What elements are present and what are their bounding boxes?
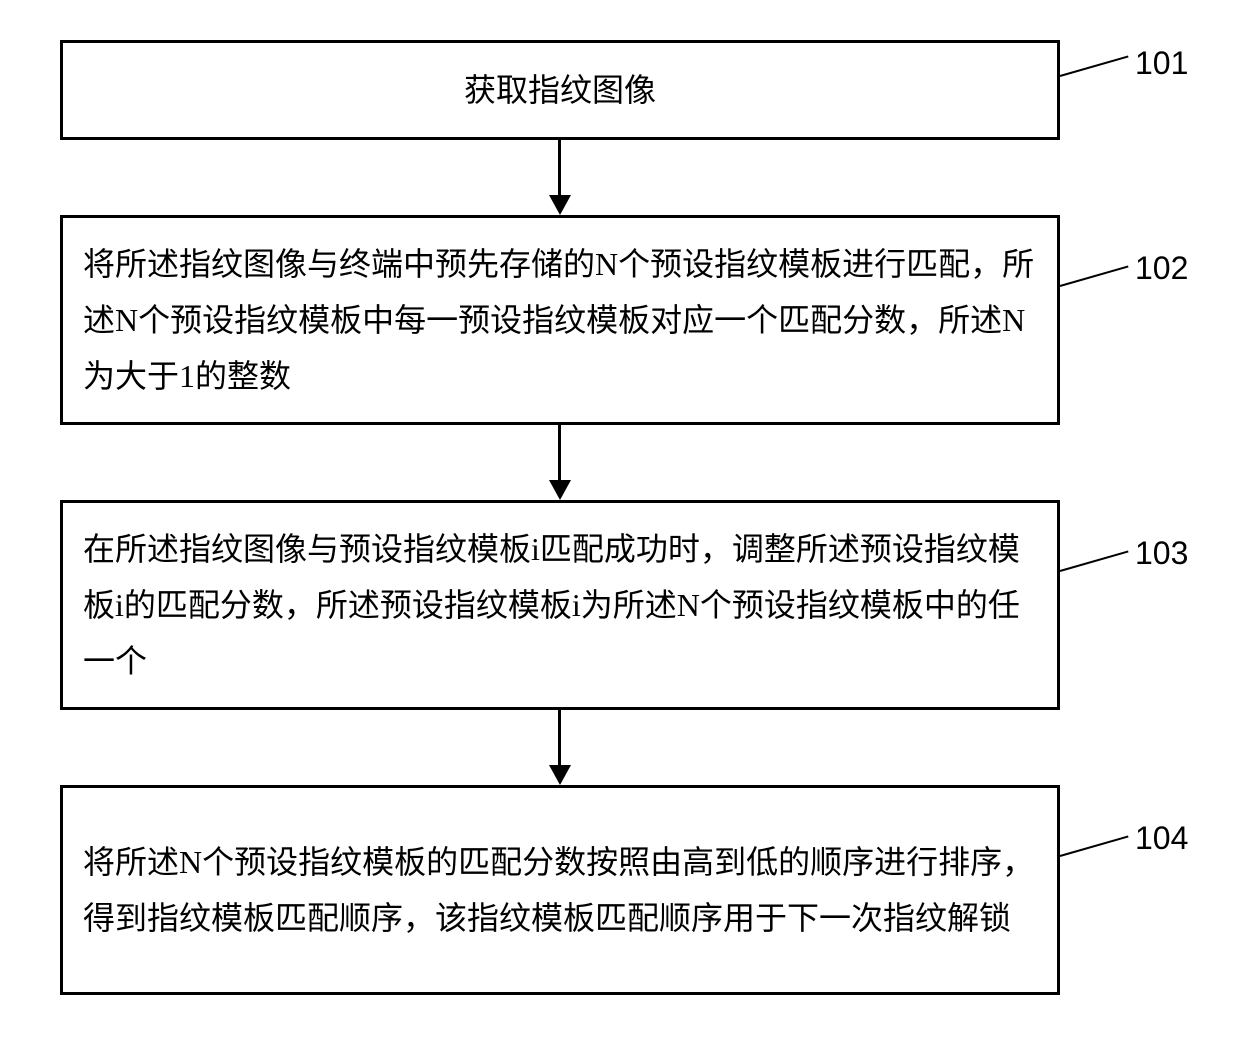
flow-node-102: 将所述指纹图像与终端中预先存储的N个预设指纹模板进行匹配，所述N个预设指纹模板中… (60, 215, 1060, 425)
edge-102-103-shaft (558, 425, 561, 480)
flow-node-102-text: 将所述指纹图像与终端中预先存储的N个预设指纹模板进行匹配，所述N个预设指纹模板中… (83, 236, 1037, 404)
flow-node-101-text: 获取指纹图像 (464, 62, 656, 118)
edge-103-104-head (549, 765, 571, 785)
leader-104 (1060, 835, 1129, 856)
flowchart-canvas: 获取指纹图像 101 将所述指纹图像与终端中预先存储的N个预设指纹模板进行匹配，… (0, 0, 1240, 1060)
flow-node-103: 在所述指纹图像与预设指纹模板i匹配成功时，调整所述预设指纹模板i的匹配分数，所述… (60, 500, 1060, 710)
label-103: 103 (1135, 535, 1188, 572)
edge-101-102-head (549, 195, 571, 215)
edge-101-102-shaft (558, 140, 561, 195)
flow-node-104: 将所述N个预设指纹模板的匹配分数按照由高到低的顺序进行排序，得到指纹模板匹配顺序… (60, 785, 1060, 995)
label-104: 104 (1135, 820, 1188, 857)
flow-node-101: 获取指纹图像 (60, 40, 1060, 140)
edge-103-104-shaft (558, 710, 561, 765)
leader-101 (1060, 55, 1129, 76)
leader-102 (1060, 265, 1129, 286)
label-101: 101 (1135, 45, 1188, 82)
label-102: 102 (1135, 250, 1188, 287)
leader-103 (1060, 550, 1129, 571)
flow-node-103-text: 在所述指纹图像与预设指纹模板i匹配成功时，调整所述预设指纹模板i的匹配分数，所述… (83, 521, 1037, 689)
flow-node-104-text: 将所述N个预设指纹模板的匹配分数按照由高到低的顺序进行排序，得到指纹模板匹配顺序… (83, 834, 1037, 946)
edge-102-103-head (549, 480, 571, 500)
